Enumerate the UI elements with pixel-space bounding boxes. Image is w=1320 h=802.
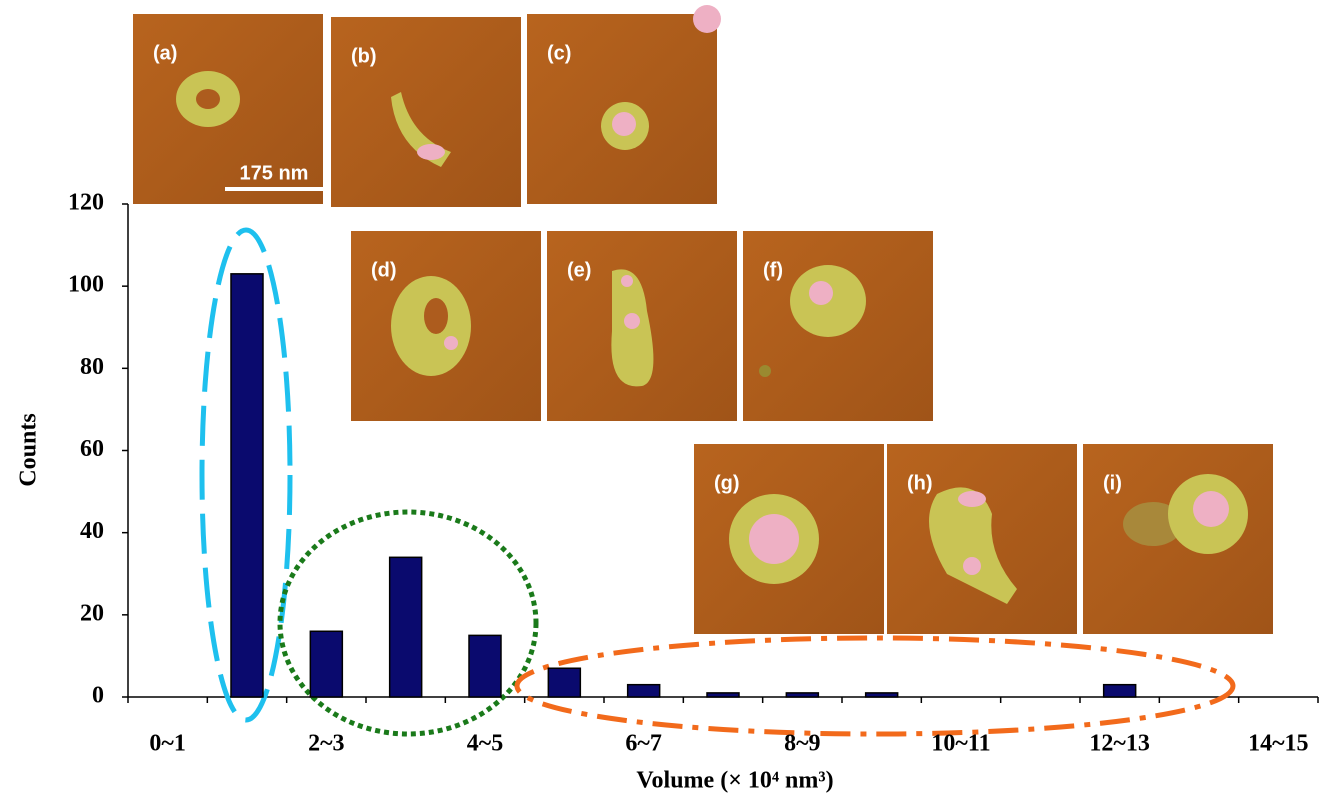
inset: (g) <box>694 444 884 634</box>
x-tick-label: 12~13 <box>1089 731 1149 757</box>
particle <box>444 336 458 350</box>
particle <box>417 144 445 160</box>
bar <box>390 557 422 697</box>
y-tick-label: 0 <box>92 683 104 709</box>
inset-label: (b) <box>351 45 377 67</box>
x-tick-label: 2~3 <box>308 731 344 757</box>
inset-label: (f) <box>763 259 783 281</box>
inset: (f) <box>743 231 933 421</box>
particle <box>196 89 220 109</box>
x-tick-label: 4~5 <box>467 731 503 757</box>
x-tick-label: 8~9 <box>784 731 820 757</box>
y-tick-label: 100 <box>68 272 104 298</box>
particle <box>809 281 833 305</box>
bar <box>707 693 739 697</box>
particle <box>958 491 986 507</box>
y-tick-label: 60 <box>80 436 104 462</box>
y-tick-label: 120 <box>68 190 104 216</box>
particle <box>693 5 721 33</box>
chart: (a) 175 nm (b) (c) (d) (e) (f) (g) (h) (i) Counts… <box>0 0 1320 802</box>
inset-label: (a) <box>153 42 177 64</box>
x-axis-title: Volume (× 10⁴ nm³) <box>636 768 833 794</box>
particle <box>424 298 448 334</box>
particle <box>624 313 640 329</box>
x-tick-label: 0~1 <box>149 731 185 757</box>
x-tick-label: 6~7 <box>625 731 661 757</box>
inset: (a) 175 nm <box>133 14 323 204</box>
inset-label: (e) <box>567 259 591 281</box>
x-tick-label: 14~15 <box>1248 731 1308 757</box>
inset: (b) <box>331 17 521 207</box>
inset-label: (g) <box>714 472 740 494</box>
y-tick-label: 20 <box>80 600 104 626</box>
inset: (i) <box>1083 444 1273 634</box>
inset-label: (c) <box>547 42 571 64</box>
bar <box>548 668 580 697</box>
y-axis-title: Counts <box>16 413 42 486</box>
bar <box>231 274 263 697</box>
x-tick-label: 10~11 <box>931 731 990 757</box>
inset: (e) <box>547 231 737 421</box>
bar <box>866 693 898 697</box>
particle <box>612 112 636 136</box>
bar <box>469 635 501 697</box>
inset: (c) <box>527 5 721 204</box>
inset-images: (a) 175 nm (b) (c) (d) (e) (f) (g) (h) (i) <box>133 5 1273 634</box>
particle <box>1193 491 1229 527</box>
inset-label: (h) <box>907 472 933 494</box>
inset: (h) <box>887 444 1077 634</box>
particle <box>749 514 799 564</box>
bar <box>628 685 660 697</box>
bar <box>310 631 342 697</box>
particle <box>759 365 771 377</box>
scale-bar-label: 175 nm <box>240 162 309 184</box>
particle <box>621 275 633 287</box>
particle <box>963 557 981 575</box>
bar <box>1104 685 1136 697</box>
inset-label: (d) <box>371 259 397 281</box>
y-tick-label: 80 <box>80 354 104 380</box>
bar <box>786 693 818 697</box>
inset: (d) <box>351 231 541 421</box>
y-tick-label: 40 <box>80 518 104 544</box>
inset-label: (i) <box>1103 472 1122 494</box>
